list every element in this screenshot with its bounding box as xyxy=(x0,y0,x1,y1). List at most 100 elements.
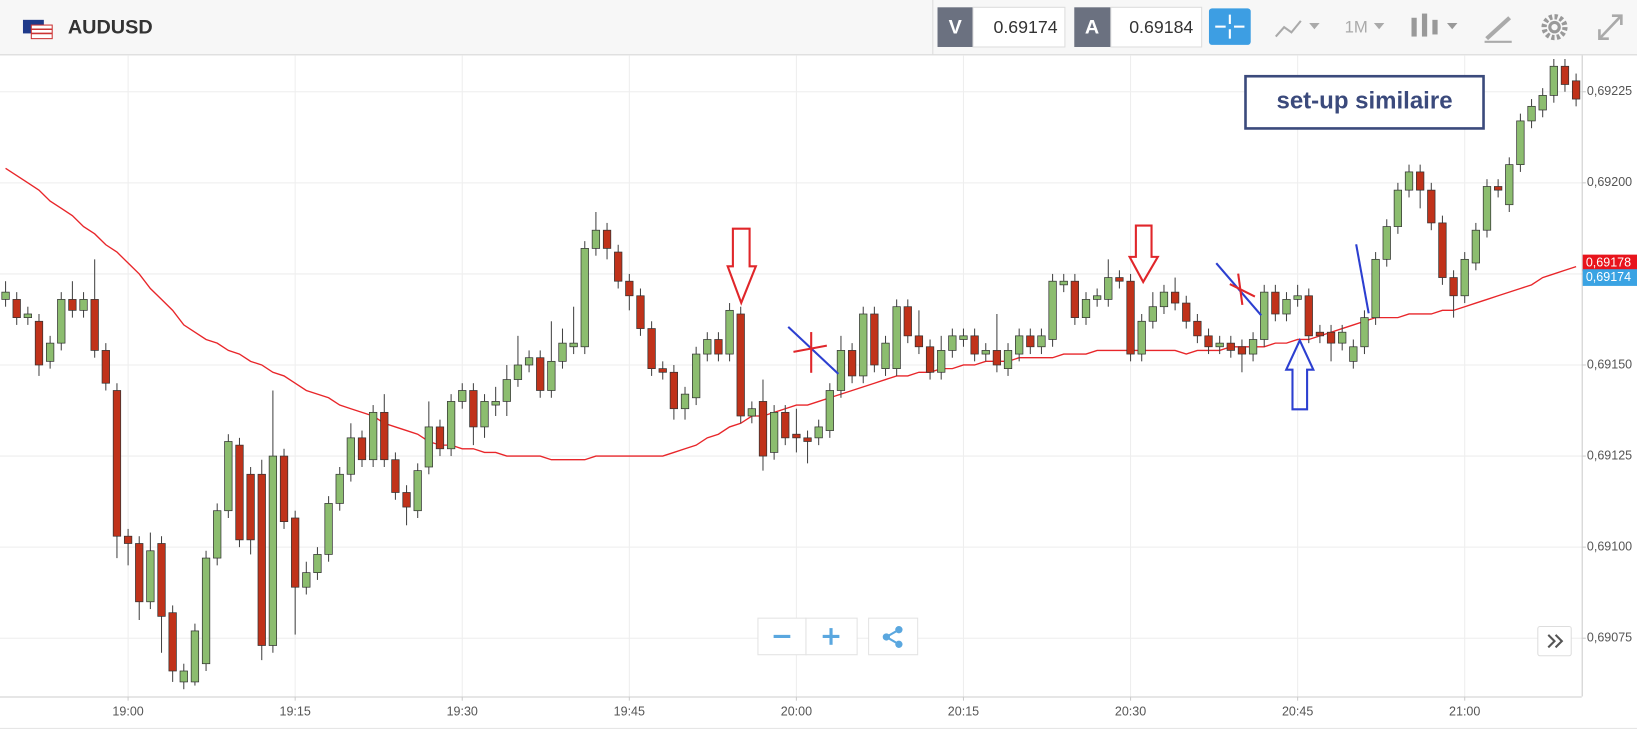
settings-button[interactable] xyxy=(1541,14,1568,41)
candle-body xyxy=(491,401,500,406)
candle-body xyxy=(1427,189,1436,224)
y-tick-label: 0,69150 xyxy=(1587,357,1632,371)
candle-body xyxy=(1015,335,1024,355)
candle-body xyxy=(847,350,857,377)
candle-body xyxy=(34,320,44,366)
candle-body xyxy=(1137,320,1146,355)
ask-box[interactable] xyxy=(1110,6,1203,48)
candle-body xyxy=(1182,302,1191,322)
candle-body xyxy=(435,426,445,450)
candle-body xyxy=(513,364,523,380)
candle-body xyxy=(1338,331,1347,344)
candle-body xyxy=(914,335,924,348)
candle-body xyxy=(190,630,200,683)
candle-body xyxy=(1571,80,1581,100)
moving-average-line xyxy=(5,167,1577,461)
candle-body xyxy=(413,470,422,512)
share-button[interactable] xyxy=(868,617,919,656)
x-tick-label: 20:15 xyxy=(948,704,979,718)
draw-button[interactable] xyxy=(1484,16,1512,43)
flag-icon xyxy=(22,19,53,40)
candle-body xyxy=(123,535,133,544)
candle-body xyxy=(792,433,801,439)
zoom-out-button[interactable] xyxy=(757,617,807,656)
candle-body xyxy=(747,408,756,417)
candle-body xyxy=(1538,95,1547,111)
candle-body xyxy=(1304,295,1313,337)
candle-body xyxy=(736,313,745,417)
candle-body xyxy=(558,342,567,362)
candle-body xyxy=(302,572,311,588)
candle-body xyxy=(1549,65,1558,96)
x-tick-label: 20:00 xyxy=(781,704,812,718)
candle-body xyxy=(357,437,367,461)
candle-body xyxy=(859,313,868,377)
candle-body xyxy=(101,350,110,384)
candle-body xyxy=(313,554,322,574)
candle-body xyxy=(692,353,701,399)
header-bar xyxy=(0,0,1637,55)
candle-body xyxy=(636,295,645,329)
x-tick-label: 21:00 xyxy=(1449,704,1480,718)
candle-body xyxy=(725,309,734,355)
candle-body xyxy=(669,371,679,410)
candle-body xyxy=(602,229,612,249)
candle-body xyxy=(268,455,278,646)
y-tick-label: 0,69200 xyxy=(1587,175,1632,189)
candle-body xyxy=(1037,335,1046,348)
ask-badge xyxy=(1074,7,1111,47)
annotation-box xyxy=(1244,74,1485,130)
candle-body xyxy=(870,313,879,366)
candle-body xyxy=(1293,295,1302,300)
candle-body xyxy=(458,390,467,402)
candle-body xyxy=(112,390,122,537)
candle-body xyxy=(201,557,211,665)
chart-type-button[interactable] xyxy=(1411,13,1458,37)
candle-body xyxy=(1093,295,1102,300)
candle-body xyxy=(770,411,779,453)
scroll-end-button[interactable] xyxy=(1537,626,1572,657)
candle-body xyxy=(146,550,155,603)
fullscreen-button[interactable] xyxy=(1598,14,1623,40)
candle-body xyxy=(424,426,433,468)
candle-body xyxy=(1349,346,1358,362)
candle-body xyxy=(1237,346,1247,355)
candle-body xyxy=(1393,189,1403,227)
candle-body xyxy=(179,670,188,683)
crosshair-button[interactable] xyxy=(1208,8,1251,45)
ask-price: 0.69184 xyxy=(1129,17,1193,37)
candle-body xyxy=(1193,320,1202,337)
symbol: AUDUSD xyxy=(68,16,153,38)
candle-body xyxy=(157,543,166,617)
candle-body xyxy=(79,299,88,311)
candle-body xyxy=(1,291,10,300)
candle-body xyxy=(680,393,690,410)
candle-body xyxy=(903,306,912,337)
candle-body xyxy=(1282,299,1291,315)
x-tick-label: 20:30 xyxy=(1115,704,1146,718)
x-tick-label: 20:45 xyxy=(1282,704,1313,718)
candle-body xyxy=(279,455,289,523)
bid-badge xyxy=(937,7,974,47)
candle-body xyxy=(658,368,667,373)
zoom-in-button[interactable] xyxy=(805,617,858,656)
price-marker xyxy=(1582,254,1637,272)
candle-body xyxy=(1360,317,1369,348)
candle-body xyxy=(1048,280,1057,340)
candle-body xyxy=(614,251,623,282)
candle-body xyxy=(1315,331,1325,337)
indicator-button[interactable] xyxy=(1274,20,1320,38)
candle-body xyxy=(1059,280,1068,286)
price-marker-label: 0,69174 xyxy=(1586,270,1631,284)
candle-body xyxy=(1404,171,1414,191)
candle-body xyxy=(1271,291,1280,315)
timeframe-caret xyxy=(1373,22,1385,30)
bid-price: 0.69174 xyxy=(993,17,1057,37)
candle-body xyxy=(1416,171,1425,191)
candle-body xyxy=(647,328,656,369)
candle-body xyxy=(1260,291,1269,340)
timeframe[interactable]: 1M xyxy=(1345,18,1368,37)
candle-body xyxy=(23,313,32,318)
bid-box[interactable] xyxy=(972,6,1066,48)
